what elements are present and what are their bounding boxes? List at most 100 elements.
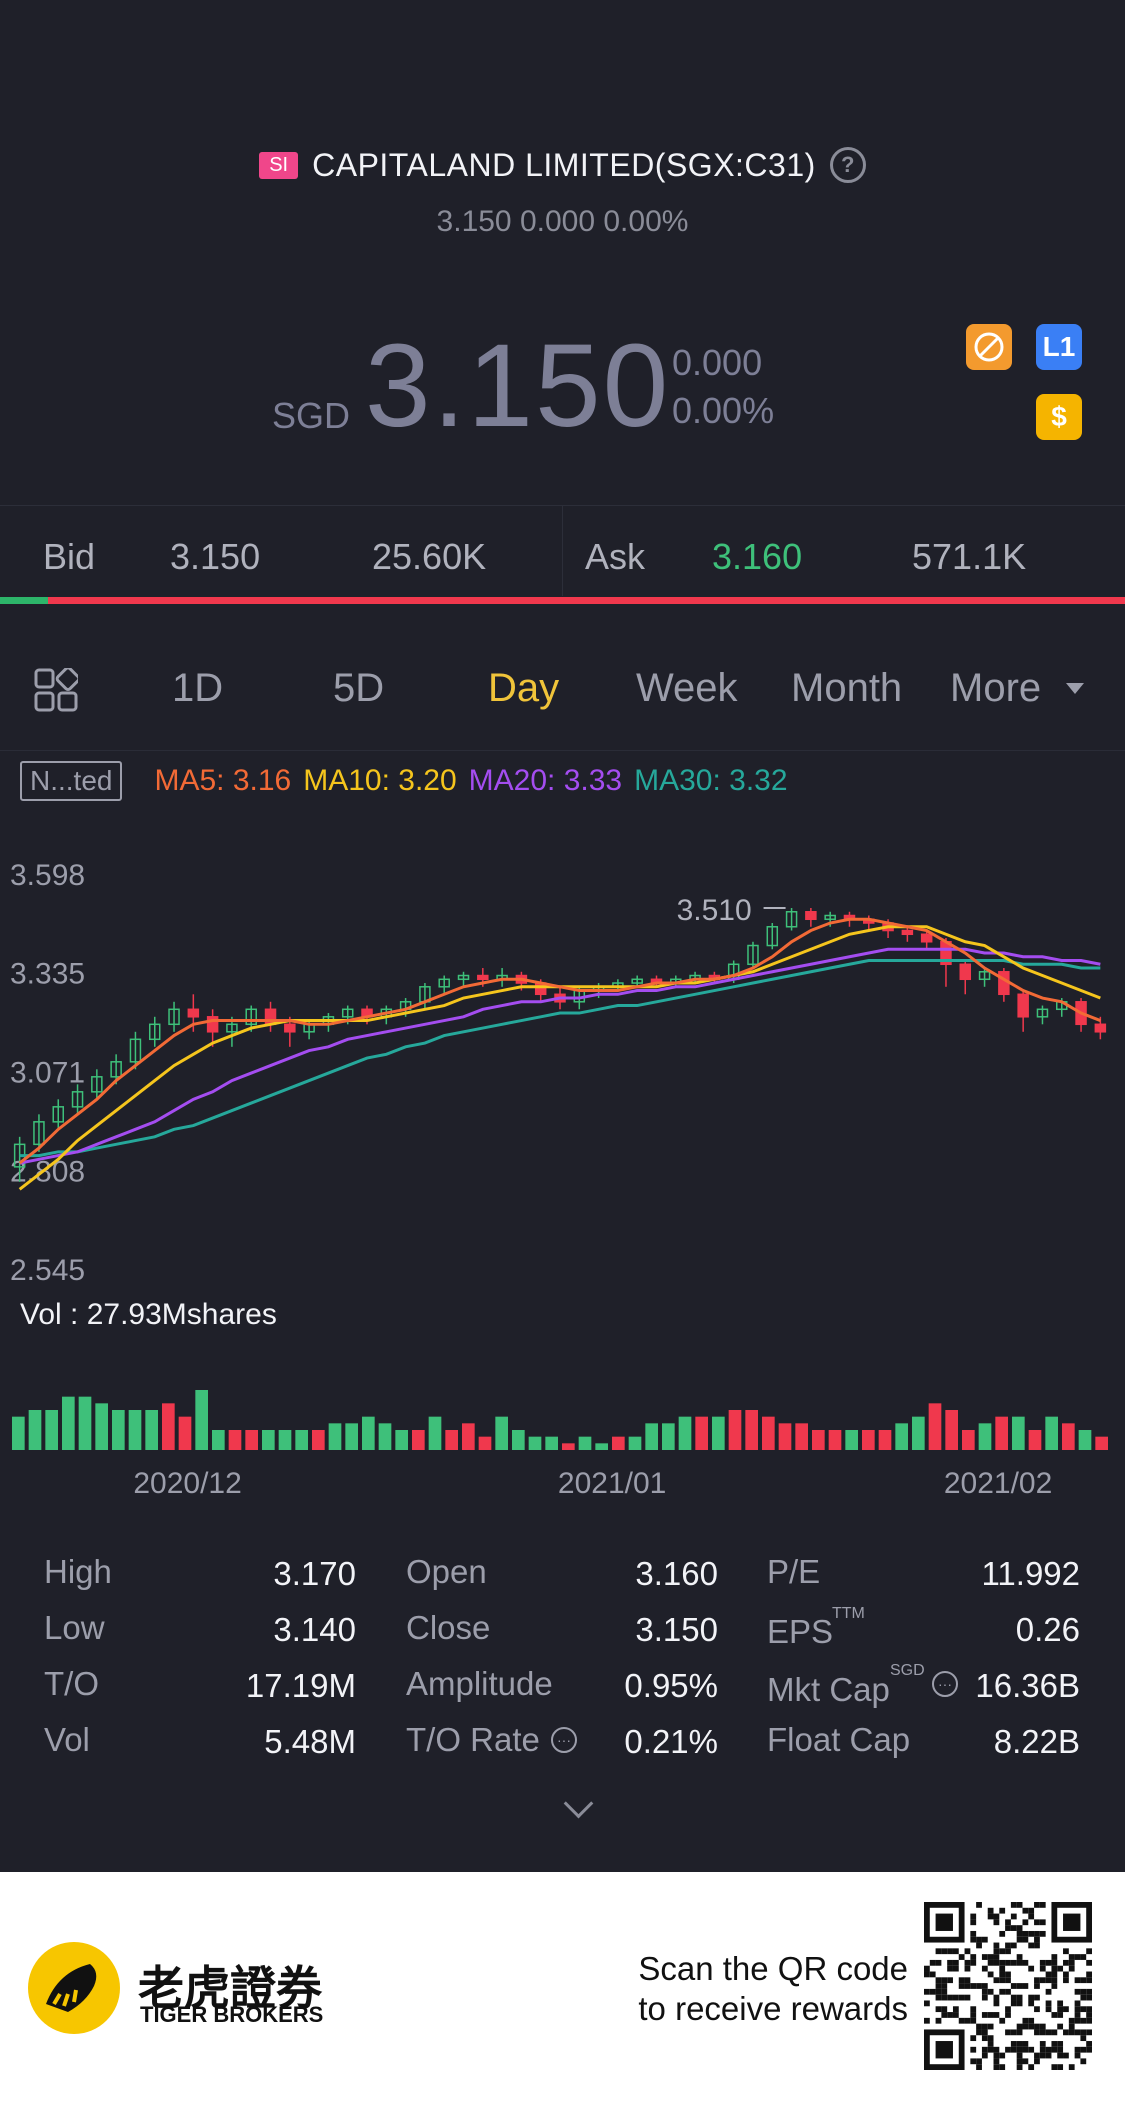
qr-module: [1086, 2006, 1092, 2013]
chart-layout-icon[interactable]: [34, 668, 78, 712]
bid-label: Bid: [43, 536, 96, 577]
qr-module: [993, 2046, 1000, 2053]
candle-body: [457, 974, 470, 981]
moving-average-row: N...ted MA5: 3.16 MA10: 3.20 MA20: 3.33 …: [20, 758, 788, 804]
qr-module: [1051, 1959, 1058, 1966]
qr-module: [1022, 2046, 1029, 2053]
qr-module: [935, 1994, 942, 2001]
qr-module: [1086, 2029, 1092, 2036]
qr-module: [1005, 1925, 1011, 1931]
stat-to-label: T/O: [44, 1665, 99, 1702]
qr-module: [1005, 1971, 1011, 1978]
qr-module: [1051, 1983, 1058, 1989]
stat-vol-label: Vol: [44, 1721, 90, 1758]
dollar-icon[interactable]: $: [1036, 394, 1082, 440]
chevron-down-icon[interactable]: [563, 1788, 594, 1819]
volume-label: Vol : 27.93Mshares: [20, 1298, 277, 1331]
torate-info-icon[interactable]: ···: [551, 1727, 577, 1753]
qr-module: [1080, 2035, 1087, 2042]
qr-module: [1086, 1988, 1092, 1995]
help-icon[interactable]: ?: [829, 147, 866, 183]
qr-module: [1028, 1930, 1035, 1937]
candle-body: [33, 1121, 45, 1146]
hk-connect-icon[interactable]: [966, 324, 1012, 370]
volume-bar: [545, 1436, 558, 1450]
qr-module: [1022, 1919, 1029, 1926]
stock-title-row: SI CAPITALAND LIMITED(SGX:C31) ?: [0, 140, 1125, 190]
qr-module: [941, 1994, 948, 2001]
volume-bar: [228, 1430, 242, 1450]
qr-module: [1028, 2064, 1035, 2070]
tab-5d[interactable]: 5D: [333, 666, 385, 710]
ask-label: Ask: [585, 536, 646, 577]
qr-module: [941, 1988, 948, 1995]
qr-module: [1005, 2046, 1011, 2053]
qr-module: [1051, 1965, 1058, 1972]
volume-bar: [78, 1396, 92, 1450]
stat-torate-value: 0.21%: [624, 1723, 718, 1760]
qr-module: [1034, 1983, 1040, 1989]
volume-bar: [878, 1430, 892, 1450]
tab-more[interactable]: More: [950, 666, 1042, 710]
bid-ask-panel[interactable]: Bid 3.150 25.60K Ask 3.160 571.1K: [0, 505, 1125, 596]
volume-bar: [645, 1423, 658, 1450]
stat-pe-label: P/E: [767, 1553, 821, 1590]
qr-module: [1057, 2006, 1064, 2013]
qr-module: [958, 1954, 965, 1960]
qr-module: [924, 2000, 930, 2007]
volume-bar: [262, 1430, 275, 1450]
stat-close-value: 3.150: [635, 1611, 718, 1648]
volume-bar: [95, 1403, 108, 1450]
tab-1d[interactable]: 1D: [172, 666, 224, 710]
qr-module: [1051, 2046, 1058, 2053]
level1-icon[interactable]: L1: [1036, 324, 1082, 370]
stat-eps-label: EPS: [767, 1613, 834, 1650]
qr-module: [1074, 2052, 1081, 2059]
qr-module: [1039, 2052, 1046, 2059]
tab-week[interactable]: Week: [636, 666, 738, 710]
mktcap-info-icon[interactable]: ···: [932, 1671, 958, 1697]
stat-mktcap-label: Mkt Cap: [767, 1671, 890, 1708]
price-change: 0.000: [672, 342, 763, 383]
volume-bar: [245, 1430, 258, 1450]
qr-module: [1034, 1977, 1040, 1984]
caret-down-icon[interactable]: [1066, 683, 1084, 694]
volume-bar: [312, 1430, 325, 1450]
stat-low-value: 3.140: [273, 1611, 356, 1648]
qr-module: [970, 2046, 977, 2053]
qr-code[interactable]: [924, 1902, 1092, 2070]
tab-day[interactable]: Day: [488, 666, 560, 710]
candle-body: [206, 1016, 219, 1033]
candle-body: [187, 1008, 200, 1018]
qr-module: [1080, 2029, 1087, 2036]
volume-bar: [962, 1430, 975, 1450]
qr-module: [952, 1965, 959, 1972]
qr-module: [981, 2023, 988, 2030]
qr-module: [964, 2017, 971, 2024]
qr-module: [970, 1913, 977, 1920]
stat-mktcap-value: 16.36B: [975, 1667, 1080, 1704]
volume-bar: [28, 1410, 42, 1450]
volume-bar: [345, 1423, 358, 1450]
qr-module: [987, 2046, 994, 2053]
qr-module: [1080, 1988, 1087, 1995]
qr-module: [981, 2052, 988, 2059]
qr-module: [941, 2006, 948, 2013]
qr-module: [993, 2000, 1000, 2007]
qr-module: [1057, 2000, 1064, 2007]
volume-bar: [162, 1403, 175, 1450]
tab-month[interactable]: Month: [791, 666, 903, 710]
qr-module: [976, 1983, 982, 1989]
stat-pe-value: 11.992: [981, 1555, 1080, 1592]
qr-module: [1022, 2023, 1029, 2030]
qr-module: [1063, 1977, 1069, 1984]
qr-module: [999, 1965, 1006, 1972]
qr-module: [1039, 1977, 1046, 1984]
volume-bar: [328, 1423, 342, 1450]
qr-module: [1068, 1965, 1075, 1972]
candle-body: [438, 978, 450, 988]
volume-bar: [145, 1410, 158, 1450]
qr-module: [924, 1965, 930, 1972]
adjust-mode-selector[interactable]: N...ted: [20, 761, 123, 801]
